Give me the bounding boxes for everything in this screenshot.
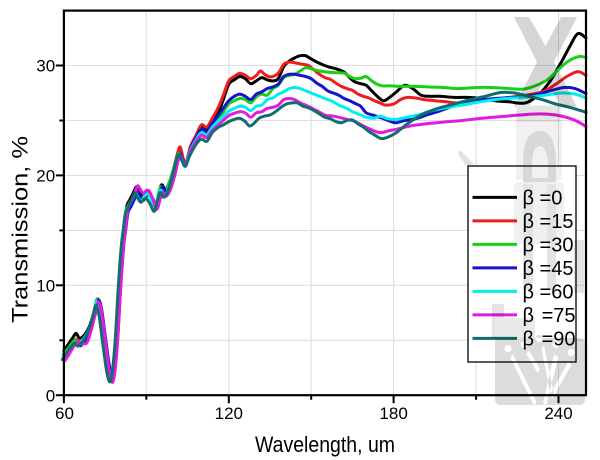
svg-text:β =60: β =60 xyxy=(523,282,574,304)
svg-text:180: 180 xyxy=(379,404,407,423)
svg-text:β =75: β =75 xyxy=(523,305,576,327)
svg-text:240: 240 xyxy=(544,404,572,423)
svg-text:20: 20 xyxy=(36,167,55,186)
svg-text:Transmission, %: Transmission, % xyxy=(8,136,33,323)
svg-text:60: 60 xyxy=(55,404,74,423)
svg-text:30: 30 xyxy=(36,57,55,76)
svg-text:Wavelength, um: Wavelength, um xyxy=(255,432,395,457)
svg-text:120: 120 xyxy=(215,404,243,423)
svg-text:0: 0 xyxy=(46,386,55,405)
svg-text:10: 10 xyxy=(36,276,55,295)
